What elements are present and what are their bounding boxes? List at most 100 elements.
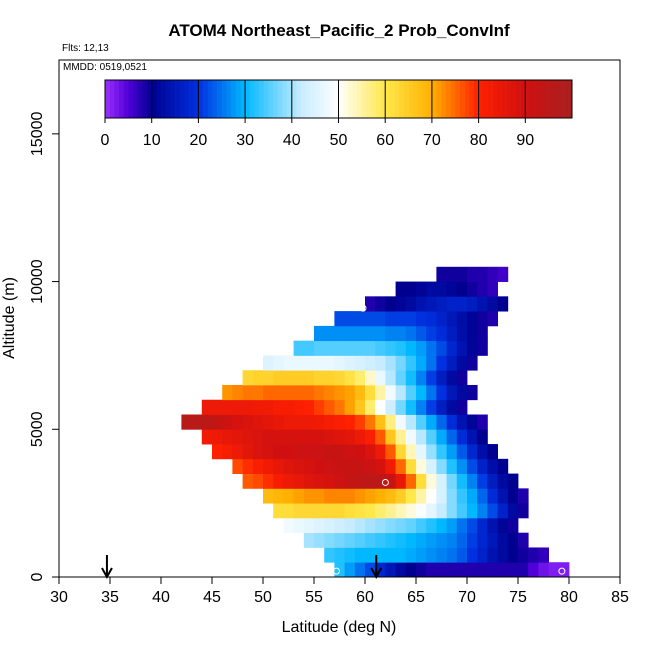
colorbar-segment (109, 80, 115, 118)
heatmap-cell (405, 517, 417, 534)
heatmap-cell (477, 414, 488, 430)
heatmap-cell (334, 384, 345, 401)
heatmap-cell (395, 325, 407, 342)
heatmap-cell (497, 503, 509, 519)
heatmap-cell (436, 384, 447, 401)
x-tick-label: 55 (305, 589, 323, 606)
heatmap-cell (314, 355, 325, 371)
colorbar-tick-label: 30 (236, 132, 254, 149)
colorbar-segment (548, 80, 554, 118)
heatmap-cell (354, 473, 366, 489)
x-tick-label: 70 (458, 589, 476, 606)
sample-point (172, 416, 180, 424)
heatmap-cell (436, 517, 447, 534)
heatmap-cell (507, 547, 519, 563)
heatmap-cell (385, 458, 396, 474)
heatmap-cell (303, 473, 315, 489)
heatmap-cell (477, 311, 488, 327)
heatmap-cell (385, 399, 396, 415)
heatmap-cell (456, 325, 468, 342)
heatmap-cell (518, 562, 529, 578)
heatmap-cells (181, 266, 570, 578)
heatmap-cell (375, 473, 386, 489)
heatmap-cell (446, 340, 458, 356)
heatmap-cell (426, 370, 437, 386)
heatmap-cell (497, 547, 509, 563)
heatmap-cell (375, 384, 386, 401)
heatmap-cell (354, 384, 366, 401)
colorbar-segment (459, 80, 465, 118)
heatmap-cell (283, 517, 294, 534)
heatmap-cell (405, 340, 417, 356)
heatmap-cell (446, 458, 458, 474)
heatmap-cell (263, 384, 274, 401)
heatmap-cell (354, 532, 366, 548)
heatmap-cell (507, 488, 519, 504)
heatmap-cell (314, 503, 325, 519)
y-tick-label: 5000 (29, 411, 46, 447)
heatmap-cell (477, 473, 488, 489)
heatmap-cell (395, 458, 407, 474)
heatmap-cell (416, 532, 427, 548)
heatmap-cell (232, 458, 243, 474)
heatmap-cell (436, 473, 447, 489)
heatmap-cell (426, 444, 437, 460)
heatmap-cell (365, 503, 376, 519)
colorbar-segment (282, 80, 288, 118)
colorbar-tick-label: 90 (516, 132, 534, 149)
heatmap-cell (303, 414, 315, 430)
colorbar-segment (483, 80, 489, 118)
heatmap-cell (395, 547, 407, 563)
heatmap-cell (395, 503, 407, 519)
heatmap-cell (487, 562, 498, 578)
colorbar-segment (408, 80, 414, 118)
y-axis-ticks: 0 5000 10000 15000 (29, 112, 59, 581)
heatmap-cell (405, 384, 417, 401)
heatmap-cell (416, 281, 427, 297)
heatmap-cell (344, 311, 356, 327)
colorbar-segment (380, 80, 386, 118)
heatmap-cell (467, 266, 478, 282)
heatmap-cell (497, 296, 509, 312)
heatmap-cell (528, 562, 539, 578)
heatmap-cell (273, 488, 284, 504)
y-tick-label: 0 (29, 572, 46, 581)
heatmap-cell (487, 311, 498, 327)
heatmap-cell (252, 384, 264, 401)
heatmap-cell (385, 355, 396, 371)
heatmap-cell (446, 503, 458, 519)
heatmap-cell (222, 414, 233, 430)
heatmap-cell (395, 399, 407, 415)
x-tick-label: 50 (254, 589, 272, 606)
heatmap-cell (467, 488, 478, 504)
heatmap-cell (242, 473, 254, 489)
heatmap-cell (354, 488, 366, 504)
heatmap-cell (426, 414, 437, 430)
heatmap-cell (365, 488, 376, 504)
colorbar-segment (217, 80, 223, 118)
heatmap-cell (212, 444, 223, 460)
heatmap-cell (497, 458, 509, 474)
heatmap-cell (375, 503, 386, 519)
heatmap-cell (201, 414, 213, 430)
heatmap-cell (232, 414, 243, 430)
colorbar-tick-label: 70 (423, 132, 441, 149)
heatmap-cell (365, 340, 376, 356)
colorbar-segment (305, 80, 311, 118)
heatmap-cell (365, 429, 376, 445)
heatmap-cell (416, 384, 427, 401)
heatmap-cell (283, 370, 294, 386)
heatmap-cell (303, 532, 315, 548)
colorbar-segment (179, 80, 185, 118)
colorbar-segment (212, 80, 218, 118)
heatmap-cell (416, 325, 427, 342)
heatmap-cell (395, 562, 407, 578)
heatmap-cell (405, 370, 417, 386)
heatmap-cell (426, 473, 437, 489)
heatmap-cell (416, 458, 427, 474)
heatmap-cell (242, 429, 254, 445)
heatmap-cell (354, 444, 366, 460)
heatmap-cell (385, 503, 396, 519)
heatmap-cell (426, 325, 437, 342)
heatmap-cell (344, 444, 356, 460)
